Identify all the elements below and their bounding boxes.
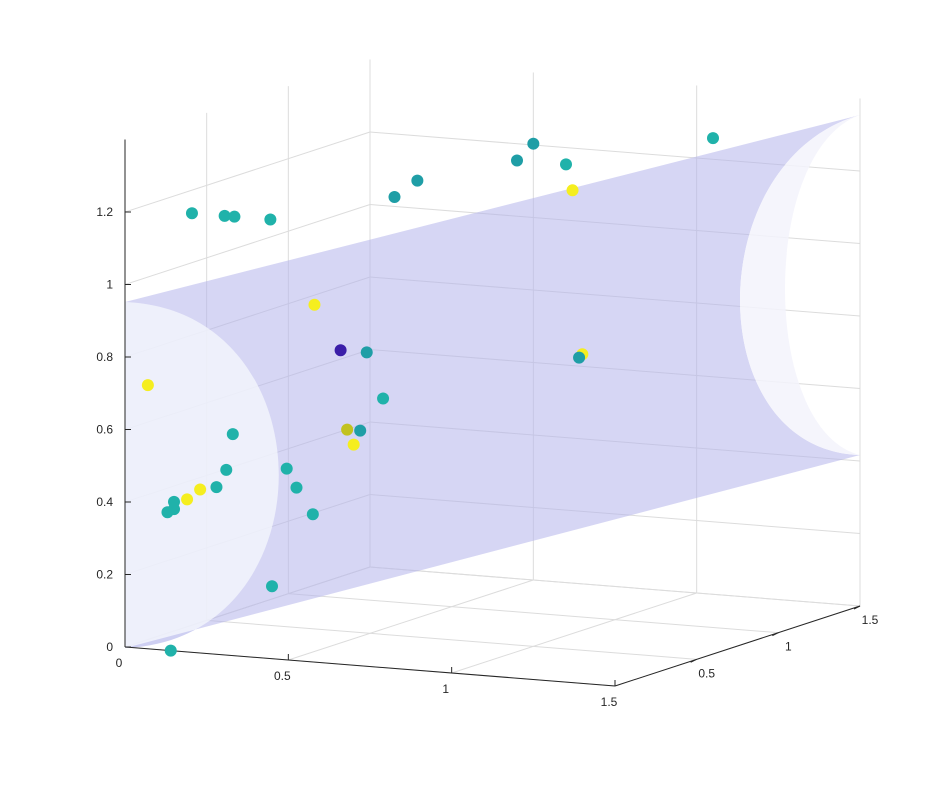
- grid-line: [206, 619, 697, 660]
- data-point: [334, 344, 347, 357]
- data-point: [308, 298, 321, 311]
- y-tick-mark: [772, 632, 779, 637]
- z-tick-label: 1.2: [96, 205, 113, 219]
- data-point: [264, 213, 277, 226]
- data-point: [388, 190, 401, 203]
- z-tick-label: 0.2: [96, 568, 113, 582]
- z-tick-label: 0.8: [96, 350, 113, 364]
- half-pipe-surface: [125, 115, 860, 648]
- z-tick-label: 0.6: [96, 423, 113, 437]
- grid-line: [288, 593, 779, 634]
- x-axis-line: [124, 646, 616, 687]
- data-point: [161, 506, 174, 519]
- x-tick-label: 1.5: [601, 695, 618, 709]
- data-point: [218, 209, 231, 222]
- data-point: [411, 174, 424, 187]
- surface-inner-left: [125, 302, 279, 648]
- data-point: [266, 580, 278, 593]
- data-point: [220, 463, 233, 476]
- data-point: [360, 346, 373, 359]
- data-point: [354, 424, 367, 437]
- y-tick-mark: [690, 658, 697, 663]
- grid-line: [369, 566, 861, 607]
- data-point: [341, 423, 354, 436]
- grid-line: [288, 579, 534, 661]
- data-point: [347, 438, 360, 451]
- data-point: [185, 207, 198, 220]
- z-tick-label: 0.4: [96, 495, 113, 509]
- y-tick-label: 1: [785, 640, 792, 654]
- grid-line: [124, 131, 371, 213]
- data-point: [280, 462, 293, 475]
- x-tick-label: 1: [442, 682, 449, 696]
- data-point: [566, 184, 579, 197]
- grid-line: [451, 592, 697, 674]
- data-point: [377, 392, 390, 405]
- z-tick-label: 1: [106, 278, 113, 292]
- data-point: [210, 481, 223, 494]
- data-point: [194, 483, 207, 496]
- z-tick-label: 0: [106, 640, 113, 654]
- data-point: [560, 158, 572, 171]
- data-point: [181, 493, 194, 506]
- grid-line: [124, 204, 371, 285]
- data-point: [306, 508, 319, 521]
- y-tick-label: 0.5: [698, 666, 715, 680]
- data-point: [527, 137, 540, 150]
- y-tick-mark: [853, 605, 861, 610]
- x-tick-label: 0.5: [274, 669, 291, 683]
- data-points: [141, 132, 719, 657]
- surface-inner-right: [740, 115, 860, 455]
- data-point: [290, 481, 303, 494]
- data-point: [573, 351, 586, 364]
- data-point: [141, 379, 154, 392]
- x-tick-label: 0: [116, 656, 123, 670]
- data-point: [707, 132, 719, 145]
- axes: [124, 139, 861, 687]
- data-point: [511, 154, 523, 167]
- data-point: [164, 644, 177, 657]
- y-tick-label: 1.5: [862, 613, 879, 627]
- data-point: [228, 210, 241, 223]
- y-axis-line: [614, 605, 861, 687]
- tick-labels: 0 0.5 1 1.5 0.5 1 1.5 0 0.2 0.4 0.6 0.8 1 1.2: [96, 205, 878, 709]
- data-point: [226, 428, 239, 441]
